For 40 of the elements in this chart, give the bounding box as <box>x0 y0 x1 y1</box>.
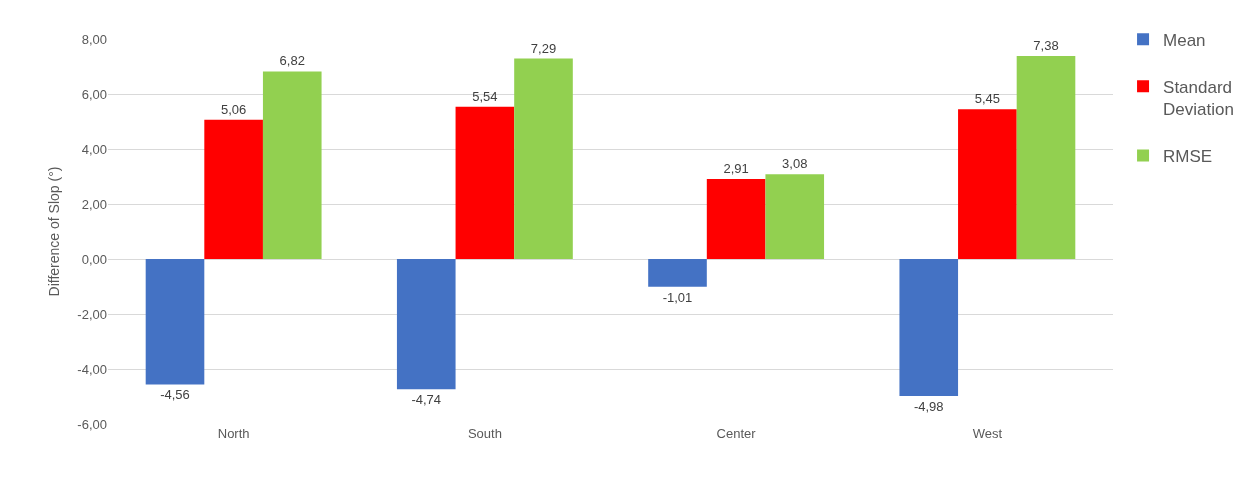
legend-label: RMSE <box>1163 147 1213 167</box>
y-tick-label: 4,00 <box>81 141 107 157</box>
y-tick-label: -6,00 <box>77 416 107 432</box>
data-label: -4,74 <box>411 392 442 408</box>
bar <box>455 106 515 259</box>
bar <box>145 259 205 385</box>
x-tick-label: South <box>467 426 502 441</box>
y-tick-label: 2,00 <box>81 196 107 212</box>
y-axis-title: Difference of Slop (°) <box>45 166 62 297</box>
y-tick-label: 6,00 <box>81 86 107 102</box>
bar <box>706 178 766 259</box>
y-tick-label: -2,00 <box>77 306 107 322</box>
legend-label: Standard Deviation <box>1163 77 1234 120</box>
data-label: -4,98 <box>913 398 944 414</box>
data-label: 5,54 <box>472 88 498 104</box>
bar <box>958 109 1017 259</box>
bar <box>1016 56 1076 259</box>
data-label: -1,01 <box>662 289 693 305</box>
bar <box>396 259 456 390</box>
data-label: 5,45 <box>974 91 1001 107</box>
x-tick-label: North <box>217 426 250 441</box>
y-tick-label: 8,00 <box>81 31 107 47</box>
bar <box>204 119 263 259</box>
y-tick-label: 0,00 <box>81 251 107 267</box>
data-label: 2,91 <box>723 160 749 176</box>
bar <box>899 259 959 396</box>
bar <box>262 71 322 259</box>
y-tick-label: -4,00 <box>77 361 107 377</box>
x-tick-label: Center <box>716 426 757 441</box>
data-label: -4,56 <box>160 387 190 403</box>
data-label: 5,06 <box>220 101 247 117</box>
bar <box>514 58 573 259</box>
data-label: 7,38 <box>1033 38 1059 54</box>
x-tick-label: West <box>972 426 1003 441</box>
data-label: 3,08 <box>782 156 808 172</box>
data-label: 7,29 <box>530 40 557 56</box>
legend-label: Mean <box>1163 30 1206 50</box>
bar <box>648 259 707 287</box>
bar <box>765 174 825 259</box>
data-label: 6,82 <box>279 53 305 69</box>
